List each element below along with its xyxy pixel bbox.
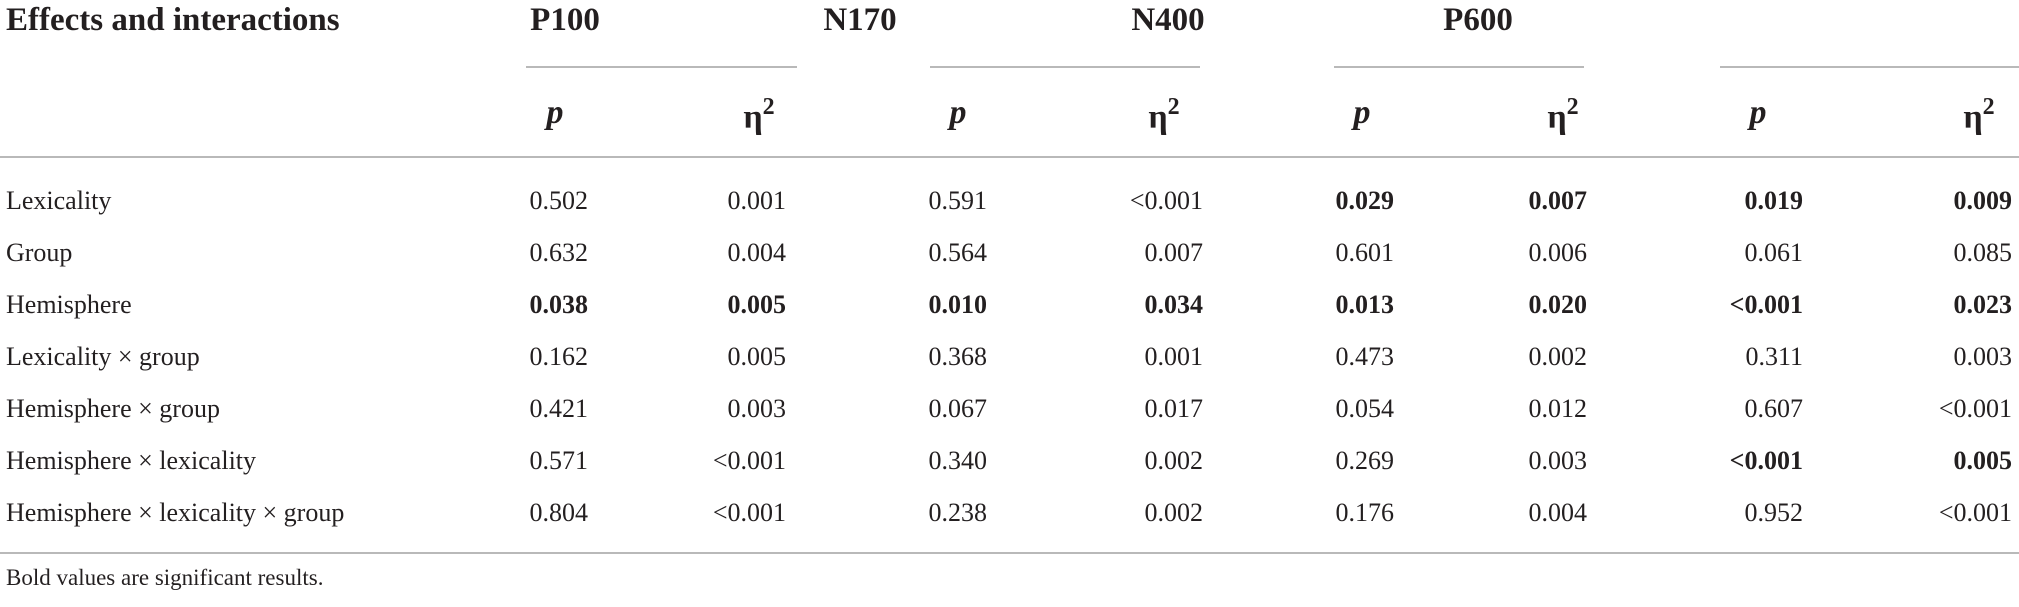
p-value-header: p xyxy=(949,94,967,131)
eta-squared-cell-p100: 0.003 xyxy=(727,394,787,423)
p-value-cell-n400: 0.176 xyxy=(1335,498,1395,527)
table-footnote: Bold values are significant results. xyxy=(6,565,324,590)
p-value-cell-n400: 0.029 xyxy=(1335,186,1395,215)
eta-squared-cell-p600: <0.001 xyxy=(1938,394,2012,423)
bottom-rule xyxy=(0,552,2019,554)
p-value-header: p xyxy=(1353,94,1371,131)
eta-squared-cell-p100: 0.005 xyxy=(727,342,787,371)
eta-squared-cell-p100: 0.004 xyxy=(727,238,787,267)
column-group-p600: P600 xyxy=(1443,2,1513,38)
eta-squared-header: η2 xyxy=(1547,94,1579,136)
eta-squared-cell-p600: 0.085 xyxy=(1953,238,2013,267)
row-label: Lexicality xyxy=(6,186,112,215)
eta-squared-cell-n400: 0.003 xyxy=(1528,446,1588,475)
p-value-cell-n170: 0.591 xyxy=(928,186,988,215)
p-value-cell-p600: <0.001 xyxy=(1729,290,1803,319)
p-value-cell-p100: 0.502 xyxy=(529,186,589,215)
p-value-cell-n400: 0.054 xyxy=(1335,394,1395,423)
p-value-cell-p100: 0.421 xyxy=(529,394,589,423)
eta-squared-cell-p600: 0.003 xyxy=(1953,342,2013,371)
p-value-cell-n170: 0.238 xyxy=(928,498,988,527)
eta-squared-cell-p600: <0.001 xyxy=(1938,498,2012,527)
eta-squared-cell-n400: 0.012 xyxy=(1528,394,1588,423)
eta-squared-cell-n170: 0.002 xyxy=(1144,446,1204,475)
corner-header: Effects and interactions xyxy=(6,2,340,38)
p-value-cell-n170: 0.010 xyxy=(928,290,988,319)
p-value-cell-n170: 0.368 xyxy=(928,342,988,371)
p-value-cell-p600: 0.607 xyxy=(1744,394,1804,423)
row-label: Hemisphere × lexicality × group xyxy=(6,498,345,527)
p-value-cell-p100: 0.804 xyxy=(529,498,589,527)
eta-squared-cell-n400: 0.007 xyxy=(1528,186,1588,215)
eta-squared-header: η2 xyxy=(743,94,775,136)
eta-squared-cell-p100: <0.001 xyxy=(712,446,786,475)
eta-squared-cell-n170: <0.001 xyxy=(1129,186,1203,215)
p-value-cell-n170: 0.340 xyxy=(928,446,988,475)
row-label: Lexicality × group xyxy=(6,342,200,371)
row-label: Group xyxy=(6,238,73,267)
p-value-cell-n170: 0.564 xyxy=(928,238,988,267)
eta-squared-cell-n400: 0.020 xyxy=(1528,290,1588,319)
p-value-cell-p100: 0.632 xyxy=(529,238,589,267)
p-value-cell-p100: 0.162 xyxy=(529,342,589,371)
column-group-rule xyxy=(1720,66,2019,68)
p-value-cell-p600: 0.311 xyxy=(1745,342,1803,371)
p-value-header: p xyxy=(546,94,564,131)
eta-squared-cell-p600: 0.023 xyxy=(1953,290,2013,319)
eta-squared-cell-p100: 0.001 xyxy=(727,186,787,215)
column-group-n170: N170 xyxy=(823,2,897,38)
eta-squared-cell-p100: <0.001 xyxy=(712,498,786,527)
eta-squared-cell-p100: 0.005 xyxy=(727,290,787,319)
row-label: Hemisphere × lexicality xyxy=(6,446,257,475)
row-label: Hemisphere × group xyxy=(6,394,220,423)
eta-squared-cell-n400: 0.004 xyxy=(1528,498,1588,527)
p-value-cell-n400: 0.269 xyxy=(1335,446,1395,475)
column-group-n400: N400 xyxy=(1131,2,1205,38)
column-group-rule xyxy=(526,66,797,68)
eta-squared-cell-n170: 0.001 xyxy=(1144,342,1204,371)
p-value-cell-p100: 0.038 xyxy=(529,290,589,319)
p-value-cell-p600: 0.061 xyxy=(1744,238,1804,267)
column-group-rule xyxy=(1334,66,1584,68)
p-value-cell-p100: 0.571 xyxy=(529,446,589,475)
p-value-cell-p600: 0.019 xyxy=(1744,186,1804,215)
eta-squared-cell-n400: 0.006 xyxy=(1528,238,1588,267)
eta-squared-cell-n400: 0.002 xyxy=(1528,342,1588,371)
p-value-cell-n400: 0.473 xyxy=(1335,342,1395,371)
row-label: Hemisphere xyxy=(6,290,132,319)
column-group-rule xyxy=(930,66,1200,68)
p-value-cell-p600: <0.001 xyxy=(1729,446,1803,475)
p-value-cell-n400: 0.601 xyxy=(1335,238,1395,267)
column-group-p100: P100 xyxy=(530,2,600,38)
p-value-cell-n400: 0.013 xyxy=(1335,290,1395,319)
p-value-cell-n170: 0.067 xyxy=(928,394,988,423)
eta-squared-cell-p600: 0.005 xyxy=(1953,446,2013,475)
eta-squared-header: η2 xyxy=(1963,94,1995,136)
eta-squared-cell-n170: 0.007 xyxy=(1144,238,1204,267)
eta-squared-cell-n170: 0.017 xyxy=(1144,394,1204,423)
eta-squared-cell-n170: 0.034 xyxy=(1144,290,1204,319)
eta-squared-cell-n170: 0.002 xyxy=(1144,498,1204,527)
p-value-header: p xyxy=(1749,94,1767,131)
eta-squared-cell-p600: 0.009 xyxy=(1953,186,2013,215)
p-value-cell-p600: 0.952 xyxy=(1744,498,1804,527)
eta-squared-header: η2 xyxy=(1148,94,1180,136)
header-rule xyxy=(0,156,2019,158)
